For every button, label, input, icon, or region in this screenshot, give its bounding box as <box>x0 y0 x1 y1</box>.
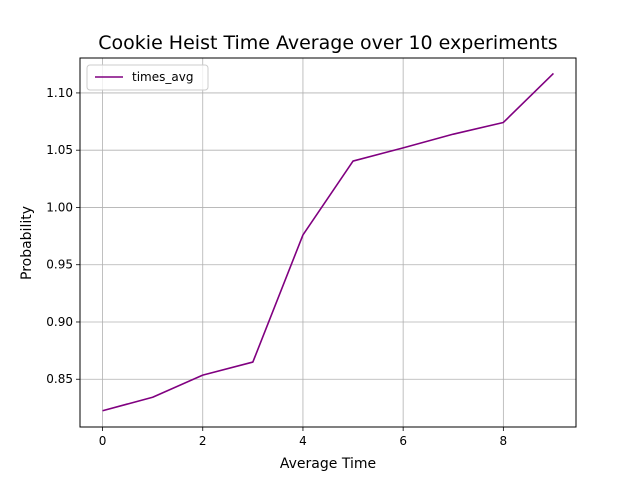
y-axis-label: Probability <box>19 206 35 280</box>
x-tick-label: 6 <box>399 434 407 448</box>
y-tick-label: 1.10 <box>46 86 73 100</box>
chart-title: Cookie Heist Time Average over 10 experi… <box>98 32 557 54</box>
y-axis-ticks: 0.85 0.90 0.95 1.00 1.05 1.10 <box>46 86 80 386</box>
x-tick-label: 4 <box>299 434 307 448</box>
legend-box <box>86 64 209 91</box>
legend: times_avg <box>86 64 209 91</box>
x-axis-label: Average Time <box>280 456 376 472</box>
x-tick-label: 8 <box>500 434 508 448</box>
y-tick-label: 0.95 <box>46 258 73 272</box>
y-tick-label: 0.85 <box>46 372 73 386</box>
y-tick-label: 1.05 <box>46 143 73 157</box>
series-line-times_avg <box>102 72 555 412</box>
series-lines <box>102 72 555 412</box>
legend-label: times_avg <box>132 70 193 84</box>
grid-lines <box>80 58 576 427</box>
plot-area-frame <box>79 57 577 428</box>
y-tick-label: 1.00 <box>46 200 73 214</box>
y-tick-label: 0.90 <box>46 315 73 329</box>
x-tick-label: 2 <box>199 434 207 448</box>
x-axis-ticks: 0 2 4 6 8 <box>99 427 507 448</box>
x-tick-label: 0 <box>99 434 107 448</box>
